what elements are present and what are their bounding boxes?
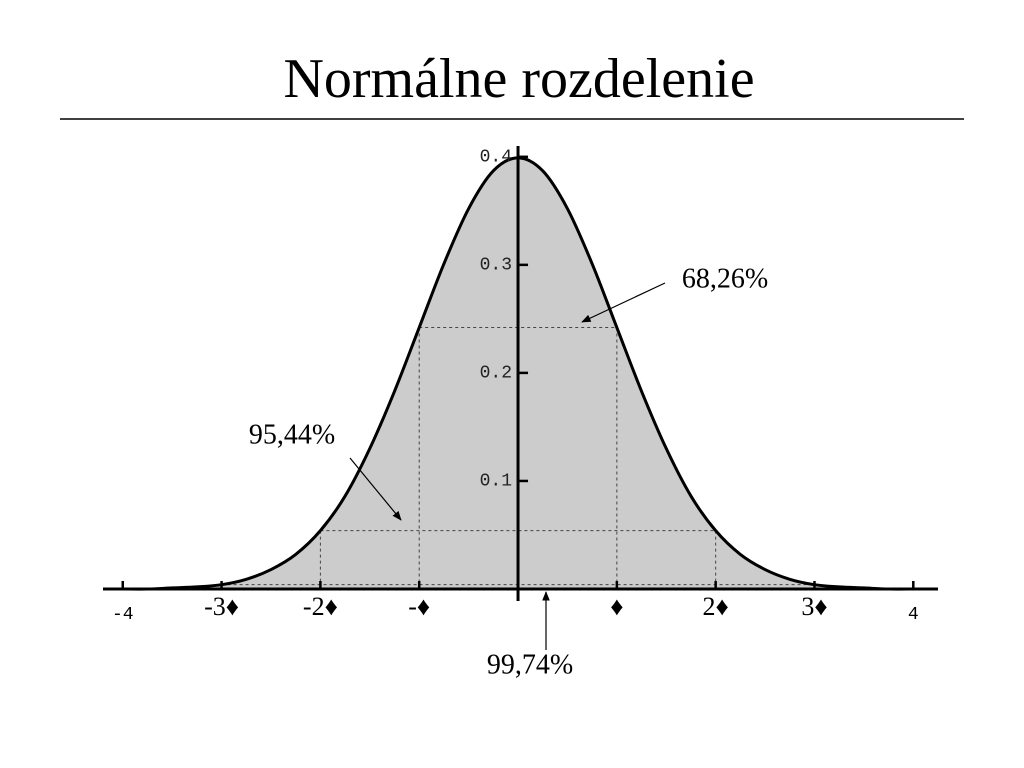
y-tick-label: 0.4	[480, 148, 512, 168]
x-tick-label: 4	[908, 605, 919, 625]
y-tick-label: 0.3	[480, 256, 512, 276]
annotation: 99,74%	[487, 649, 573, 680]
x-tick-label: -2♦	[303, 592, 338, 621]
x-tick-label: -3♦	[204, 592, 239, 621]
x-tick-label: 3♦	[801, 592, 827, 621]
x-tick-label: -♦	[408, 592, 430, 621]
x-tick-label: ♦	[610, 592, 623, 621]
annotation: 95,44%	[249, 419, 335, 450]
x-tick-label: 2♦	[703, 592, 729, 621]
y-tick-label: 0.1	[480, 472, 512, 492]
annotation: 68,26%	[682, 263, 768, 294]
annotation-arrow	[349, 457, 402, 521]
chart-title: Normálne rozdelenie	[283, 48, 754, 110]
annotation-arrow	[581, 282, 666, 323]
x-tick-label: -4	[112, 605, 134, 625]
y-tick-label: 0.2	[480, 364, 512, 384]
